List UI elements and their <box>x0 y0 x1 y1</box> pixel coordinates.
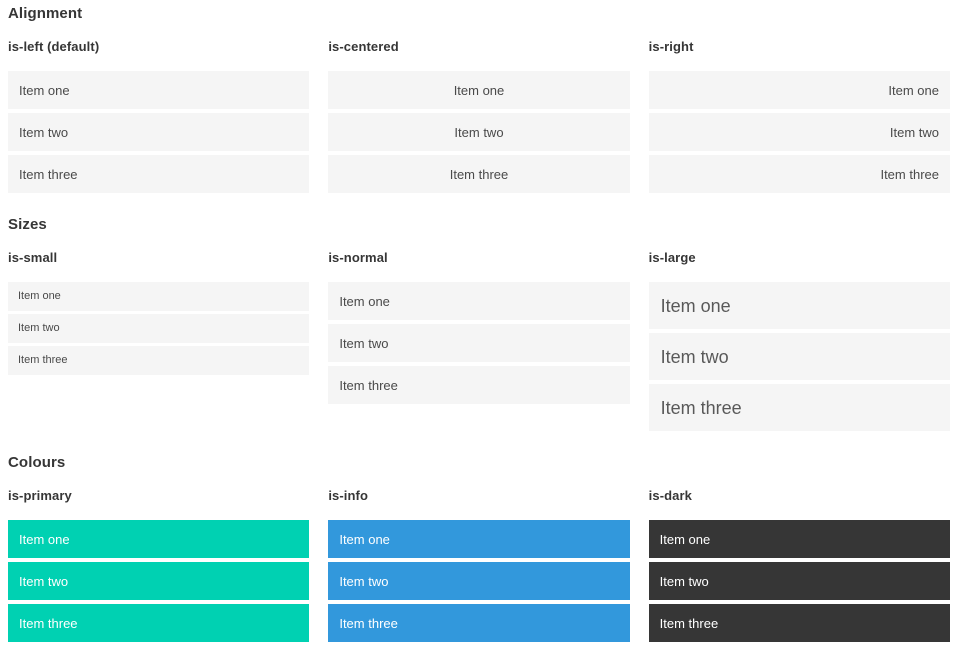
sizes-columns: is-small Item one Item two Item three is… <box>8 250 950 431</box>
list-dark: Item one Item two Item three <box>648 520 950 642</box>
list-item: Item one <box>8 71 310 109</box>
list-item: Item three <box>328 366 630 404</box>
list-item: Item three <box>328 604 630 642</box>
section-sizes: Sizes is-small Item one Item two Item th… <box>8 216 950 431</box>
list-centered: Item one Item two Item three <box>328 71 630 193</box>
section-title: Colours <box>8 454 66 471</box>
list-item: Item three <box>8 346 310 375</box>
list-item: Item two <box>648 113 950 151</box>
list-item: Item three <box>648 384 950 431</box>
list-item: Item two <box>8 314 310 343</box>
group-label: is-normal <box>328 250 388 265</box>
column-is-info: is-info Item one Item two Item three <box>328 488 630 642</box>
list-small: Item one Item two Item three <box>8 282 310 375</box>
list-item: Item one <box>8 282 310 311</box>
list-item: Item one <box>328 520 630 558</box>
list-item: Item one <box>328 71 630 109</box>
list-item: Item two <box>8 562 310 600</box>
list-item: Item two <box>8 113 310 151</box>
group-label: is-large <box>648 250 696 265</box>
list-item: Item three <box>648 155 950 193</box>
group-label: is-dark <box>648 488 692 503</box>
column-is-right: is-right Item one Item two Item three <box>648 39 950 193</box>
group-label: is-info <box>328 488 369 503</box>
colours-columns: is-primary Item one Item two Item three … <box>8 488 950 642</box>
list-item: Item one <box>328 282 630 320</box>
alignment-columns: is-left (default) Item one Item two Item… <box>8 39 950 193</box>
column-is-dark: is-dark Item one Item two Item three <box>648 488 950 642</box>
list-large: Item one Item two Item three <box>648 282 950 431</box>
list-info: Item one Item two Item three <box>328 520 630 642</box>
column-is-left: is-left (default) Item one Item two Item… <box>8 39 310 193</box>
section-title: Alignment <box>8 5 83 22</box>
group-label: is-left (default) <box>8 39 100 54</box>
column-is-large: is-large Item one Item two Item three <box>648 250 950 431</box>
list-item: Item three <box>648 604 950 642</box>
list-item: Item two <box>648 562 950 600</box>
column-is-small: is-small Item one Item two Item three <box>8 250 310 375</box>
column-is-normal: is-normal Item one Item two Item three <box>328 250 630 404</box>
group-label: is-right <box>648 39 694 54</box>
column-is-centered: is-centered Item one Item two Item three <box>328 39 630 193</box>
list-item: Item two <box>328 562 630 600</box>
list-item: Item one <box>648 520 950 558</box>
list-item: Item three <box>328 155 630 193</box>
section-title: Sizes <box>8 216 47 233</box>
group-label: is-primary <box>8 488 72 503</box>
list-item: Item three <box>8 604 310 642</box>
list-right: Item one Item two Item three <box>648 71 950 193</box>
list-item: Item one <box>8 520 310 558</box>
list-item: Item two <box>648 333 950 380</box>
list-item: Item two <box>328 324 630 362</box>
column-is-primary: is-primary Item one Item two Item three <box>8 488 310 642</box>
list-primary: Item one Item two Item three <box>8 520 310 642</box>
group-label: is-centered <box>328 39 399 54</box>
list-item: Item two <box>328 113 630 151</box>
list-left: Item one Item two Item three <box>8 71 310 193</box>
list-normal: Item one Item two Item three <box>328 282 630 404</box>
group-label: is-small <box>8 250 58 265</box>
section-colours: Colours is-primary Item one Item two Ite… <box>8 454 950 642</box>
section-alignment: Alignment is-left (default) Item one Ite… <box>8 5 950 193</box>
list-item: Item one <box>648 71 950 109</box>
list-item: Item three <box>8 155 310 193</box>
list-item: Item one <box>648 282 950 329</box>
